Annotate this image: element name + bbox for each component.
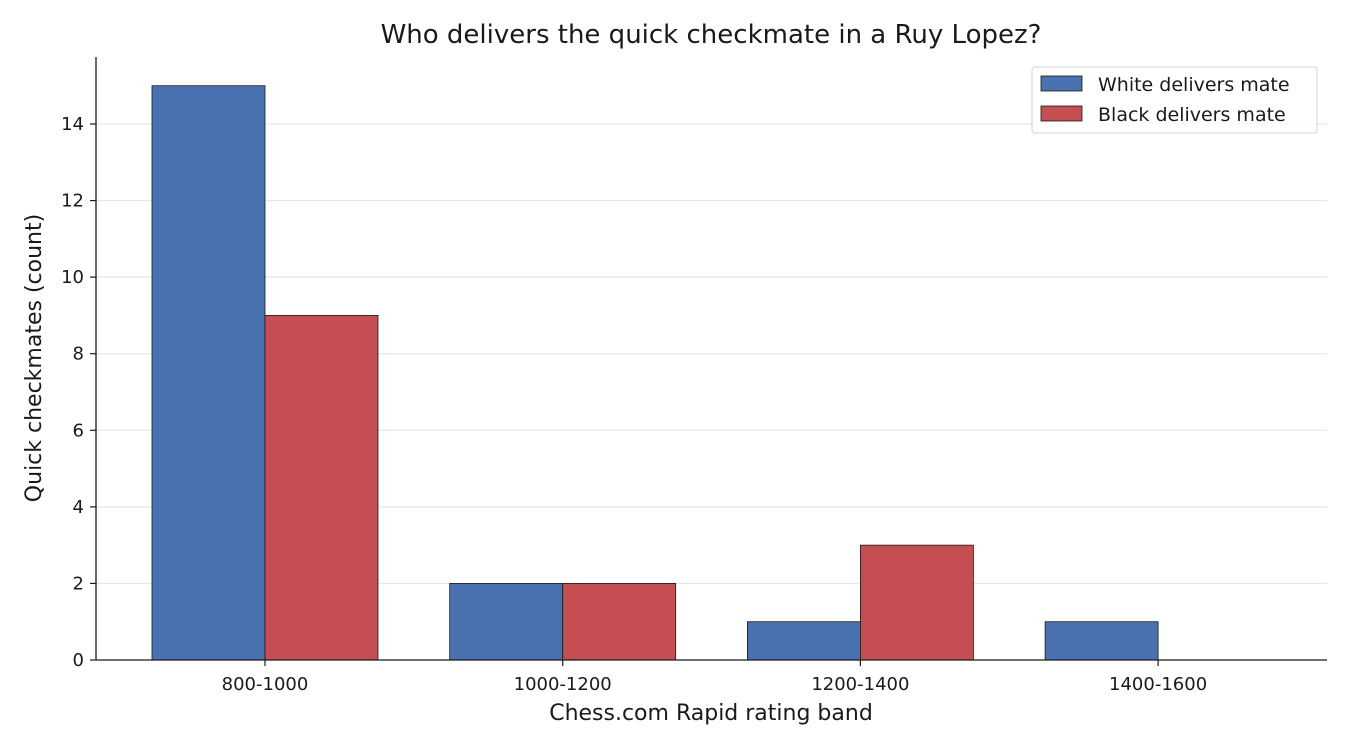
x-ticks: 800-1000 1000-1200 1200-1400 1400-1600 xyxy=(222,660,1207,695)
x-axis-label: Chess.com Rapid rating band xyxy=(549,701,873,726)
bar-white-1200-1400 xyxy=(747,621,861,661)
y-tick-label: 8 xyxy=(73,344,84,365)
y-tick-label: 4 xyxy=(73,497,84,518)
x-tick-label: 1000-1200 xyxy=(514,674,612,695)
bar-black-1200-1400 xyxy=(860,544,974,661)
bar-white-1400-1600 xyxy=(1044,621,1159,661)
bar-black-1000-1200 xyxy=(562,583,677,661)
bar-black-800-1000 xyxy=(264,315,379,661)
y-axis-label: Quick checkmates (count) xyxy=(22,214,47,502)
legend-label: Black delivers mate xyxy=(1098,104,1286,126)
chart-title: Who delivers the quick checkmate in a Ru… xyxy=(381,20,1042,50)
x-tick-label: 800-1000 xyxy=(222,674,309,695)
y-ticks: 0 2 4 6 8 10 12 14 xyxy=(61,114,96,671)
bar-white-1000-1200 xyxy=(449,583,564,661)
legend-frame xyxy=(1031,66,1318,134)
legend: White delivers mate Black delivers mate xyxy=(1031,66,1318,134)
bar-white-800-1000 xyxy=(151,85,266,661)
legend-swatch-white xyxy=(1040,75,1083,92)
y-tick-label: 14 xyxy=(61,114,84,135)
x-tick-label: 1200-1400 xyxy=(811,674,909,695)
axes xyxy=(95,57,1327,661)
y-tick-label: 6 xyxy=(73,420,84,441)
legend-label: White delivers mate xyxy=(1098,74,1290,96)
x-tick-label: 1400-1600 xyxy=(1109,674,1207,695)
y-tick-label: 0 xyxy=(73,650,84,671)
y-tick-label: 2 xyxy=(73,573,84,594)
y-tick-label: 12 xyxy=(61,191,84,212)
y-tick-label: 10 xyxy=(61,267,84,288)
bars xyxy=(151,85,1159,661)
legend-swatch-black xyxy=(1040,105,1083,122)
